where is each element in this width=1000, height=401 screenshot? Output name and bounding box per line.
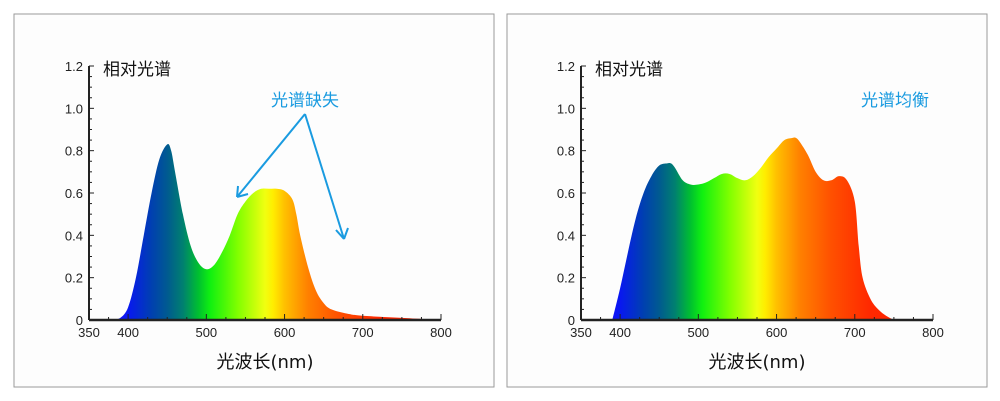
y-tick-label: 1.0 [557, 101, 575, 116]
x-tick-label: 800 [922, 325, 944, 340]
y-tick-label: 0 [76, 313, 83, 328]
arrow-left [236, 113, 306, 198]
x-tick-label: 700 [844, 325, 866, 340]
x-tick-label: 600 [766, 325, 788, 340]
y-tick-label: 0.2 [65, 271, 83, 286]
y-tick-label: 0.8 [557, 144, 575, 159]
x-tick-label: 700 [352, 325, 374, 340]
y-tick-label: 0.2 [557, 271, 575, 286]
x-tick-label: 500 [687, 325, 709, 340]
annotation-label: 光谱均衡 [861, 91, 929, 111]
x-tick-label: 350 [570, 325, 592, 340]
chart-panel-balanced-spectrum: 相对光谱 光波长(nm) 光谱均衡 0 0.2 0.4 0.6 0.8 1.0 1.2 350… [506, 13, 988, 388]
y-axis-label: 相对光谱 [595, 60, 663, 80]
x-tick-label: 400 [609, 325, 631, 340]
x-tick-label: 350 [78, 325, 100, 340]
y-tick-label: 0.6 [557, 186, 575, 201]
y-tick-label: 1.2 [65, 59, 83, 74]
x-tick-label: 800 [430, 325, 452, 340]
y-tick-label: 0.8 [65, 144, 83, 159]
y-tick-label: 1.2 [557, 59, 575, 74]
x-tick-label: 400 [117, 325, 139, 340]
annotation-label: 光谱缺失 [271, 91, 339, 111]
y-tick-label: 0.4 [65, 228, 83, 243]
x-tick-label: 500 [195, 325, 217, 340]
x-axis-label: 光波长(nm) [217, 352, 314, 373]
y-tick-label: 0.6 [65, 186, 83, 201]
spectrum-area [612, 137, 894, 320]
spectrum-area [112, 143, 441, 320]
chart-panel-missing-spectrum: 相对光谱 光波长(nm) 光谱缺失 0 0.2 0.4 0.6 0.8 1.0 1.2 350… [13, 13, 495, 388]
x-tick-label: 600 [274, 325, 296, 340]
x-axis-label: 光波长(nm) [709, 352, 806, 373]
arrow-right [304, 113, 349, 240]
y-tick-label: 1.0 [65, 101, 83, 116]
y-axis-label: 相对光谱 [103, 60, 171, 80]
annotation-arrows [236, 113, 349, 240]
y-tick-label: 0.4 [557, 228, 575, 243]
y-tick-label: 0 [568, 313, 575, 328]
